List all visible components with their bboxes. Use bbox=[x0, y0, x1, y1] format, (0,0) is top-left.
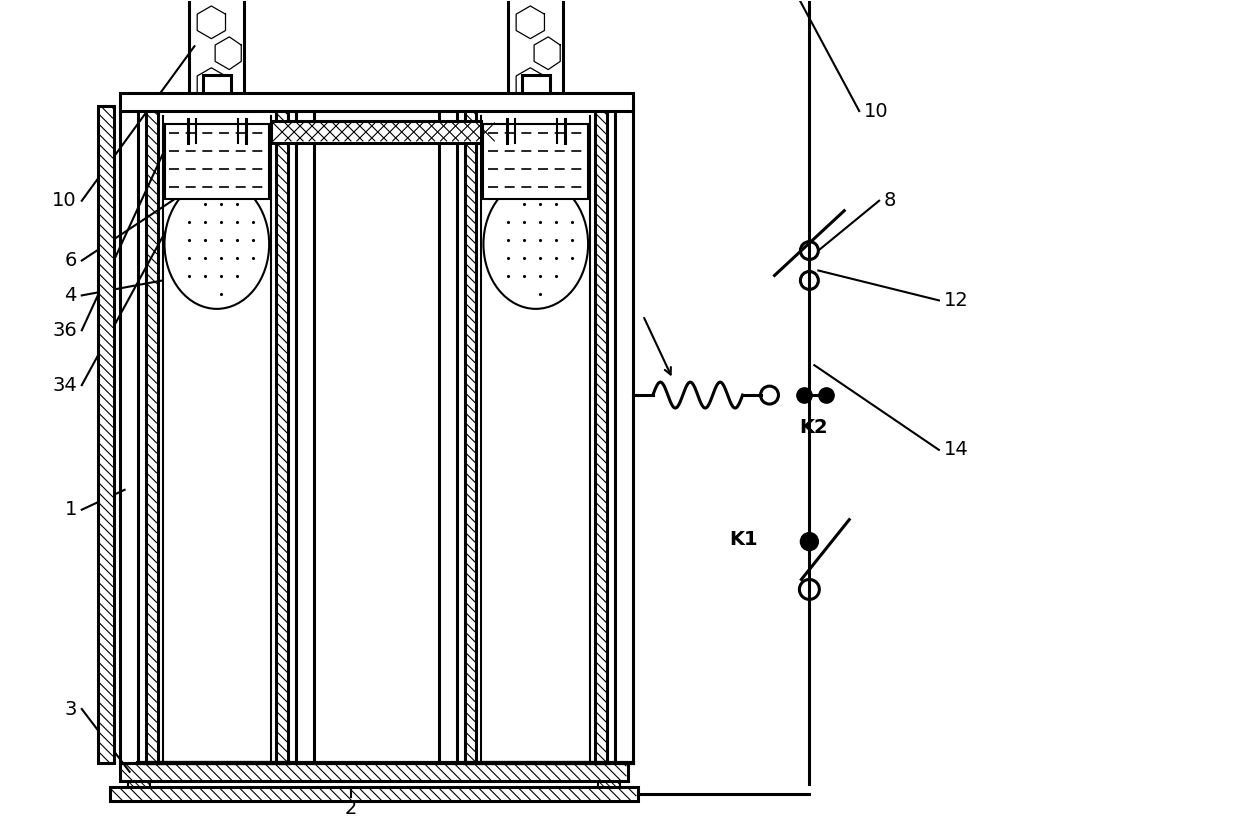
Text: 3: 3 bbox=[64, 700, 77, 718]
Ellipse shape bbox=[165, 179, 269, 309]
Bar bbox=[439, 106, 456, 763]
Text: 6: 6 bbox=[64, 251, 77, 270]
Bar bbox=[296, 106, 314, 763]
Text: 34: 34 bbox=[52, 375, 77, 395]
Bar bbox=[598, 781, 620, 793]
Text: 1: 1 bbox=[64, 500, 77, 519]
Bar bbox=[465, 106, 476, 763]
Bar bbox=[109, 787, 637, 801]
Ellipse shape bbox=[484, 179, 588, 309]
Bar bbox=[522, 75, 549, 93]
Text: 8: 8 bbox=[884, 192, 897, 210]
Bar bbox=[190, 0, 244, 106]
Text: 4: 4 bbox=[64, 286, 77, 305]
Bar bbox=[145, 106, 157, 763]
Bar bbox=[595, 106, 608, 763]
Bar bbox=[508, 0, 563, 106]
Bar bbox=[120, 93, 632, 111]
Bar bbox=[484, 124, 588, 199]
Text: 12: 12 bbox=[944, 291, 968, 310]
Text: K1: K1 bbox=[729, 529, 759, 549]
Bar bbox=[615, 106, 632, 763]
Bar bbox=[120, 106, 138, 763]
Text: 14: 14 bbox=[944, 440, 968, 459]
Bar bbox=[128, 781, 150, 793]
Text: 10: 10 bbox=[52, 192, 77, 210]
Circle shape bbox=[800, 533, 818, 550]
Text: 2: 2 bbox=[345, 799, 357, 818]
Bar bbox=[203, 75, 231, 93]
Bar bbox=[272, 121, 481, 143]
Text: 10: 10 bbox=[864, 102, 889, 120]
Bar bbox=[165, 124, 269, 199]
Text: K2: K2 bbox=[800, 418, 828, 437]
Bar bbox=[120, 763, 627, 781]
Bar bbox=[277, 106, 288, 763]
Bar bbox=[98, 106, 114, 763]
Text: 36: 36 bbox=[52, 321, 77, 340]
